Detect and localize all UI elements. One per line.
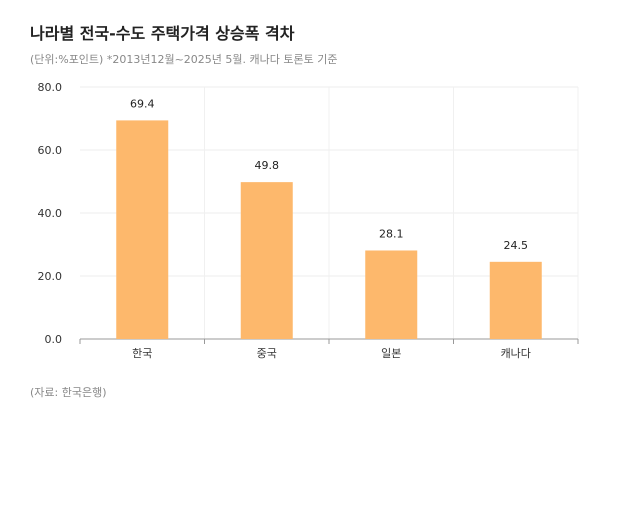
bar-chart: 0.0 20.0 40.0 60.0 80.0 69.4 한국 49.8 중국 28.1 일본 24.… <box>38 81 579 360</box>
bar-2 <box>240 182 293 339</box>
x-tick-label: 일본 <box>381 346 401 360</box>
data-label: 28.1 <box>379 227 404 240</box>
y-tick-label: 80.0 <box>38 81 63 94</box>
chart-title: 나라별 전국-수도 주택가격 상승폭 격차 <box>30 24 295 43</box>
data-label: 69.4 <box>130 97 155 110</box>
bar-1 <box>116 120 169 339</box>
data-label: 49.8 <box>255 159 280 172</box>
data-label: 24.5 <box>504 239 529 252</box>
bar-3 <box>365 250 418 339</box>
y-tick-label: 40.0 <box>38 207 63 220</box>
chart-source: (자료: 한국은행) <box>30 386 107 399</box>
bar-4 <box>489 261 542 339</box>
y-tick-label: 0.0 <box>45 333 63 346</box>
x-tick-label: 한국 <box>132 347 152 360</box>
x-tick-label: 중국 <box>257 347 277 360</box>
chart-subtitle: (단위:%포인트) *2013년12월~2025년 5월. 캐나다 토론토 기준 <box>30 53 338 66</box>
y-tick-label: 20.0 <box>38 270 63 283</box>
y-tick-label: 60.0 <box>38 144 63 157</box>
x-tick-label: 캐나다 <box>501 347 531 360</box>
